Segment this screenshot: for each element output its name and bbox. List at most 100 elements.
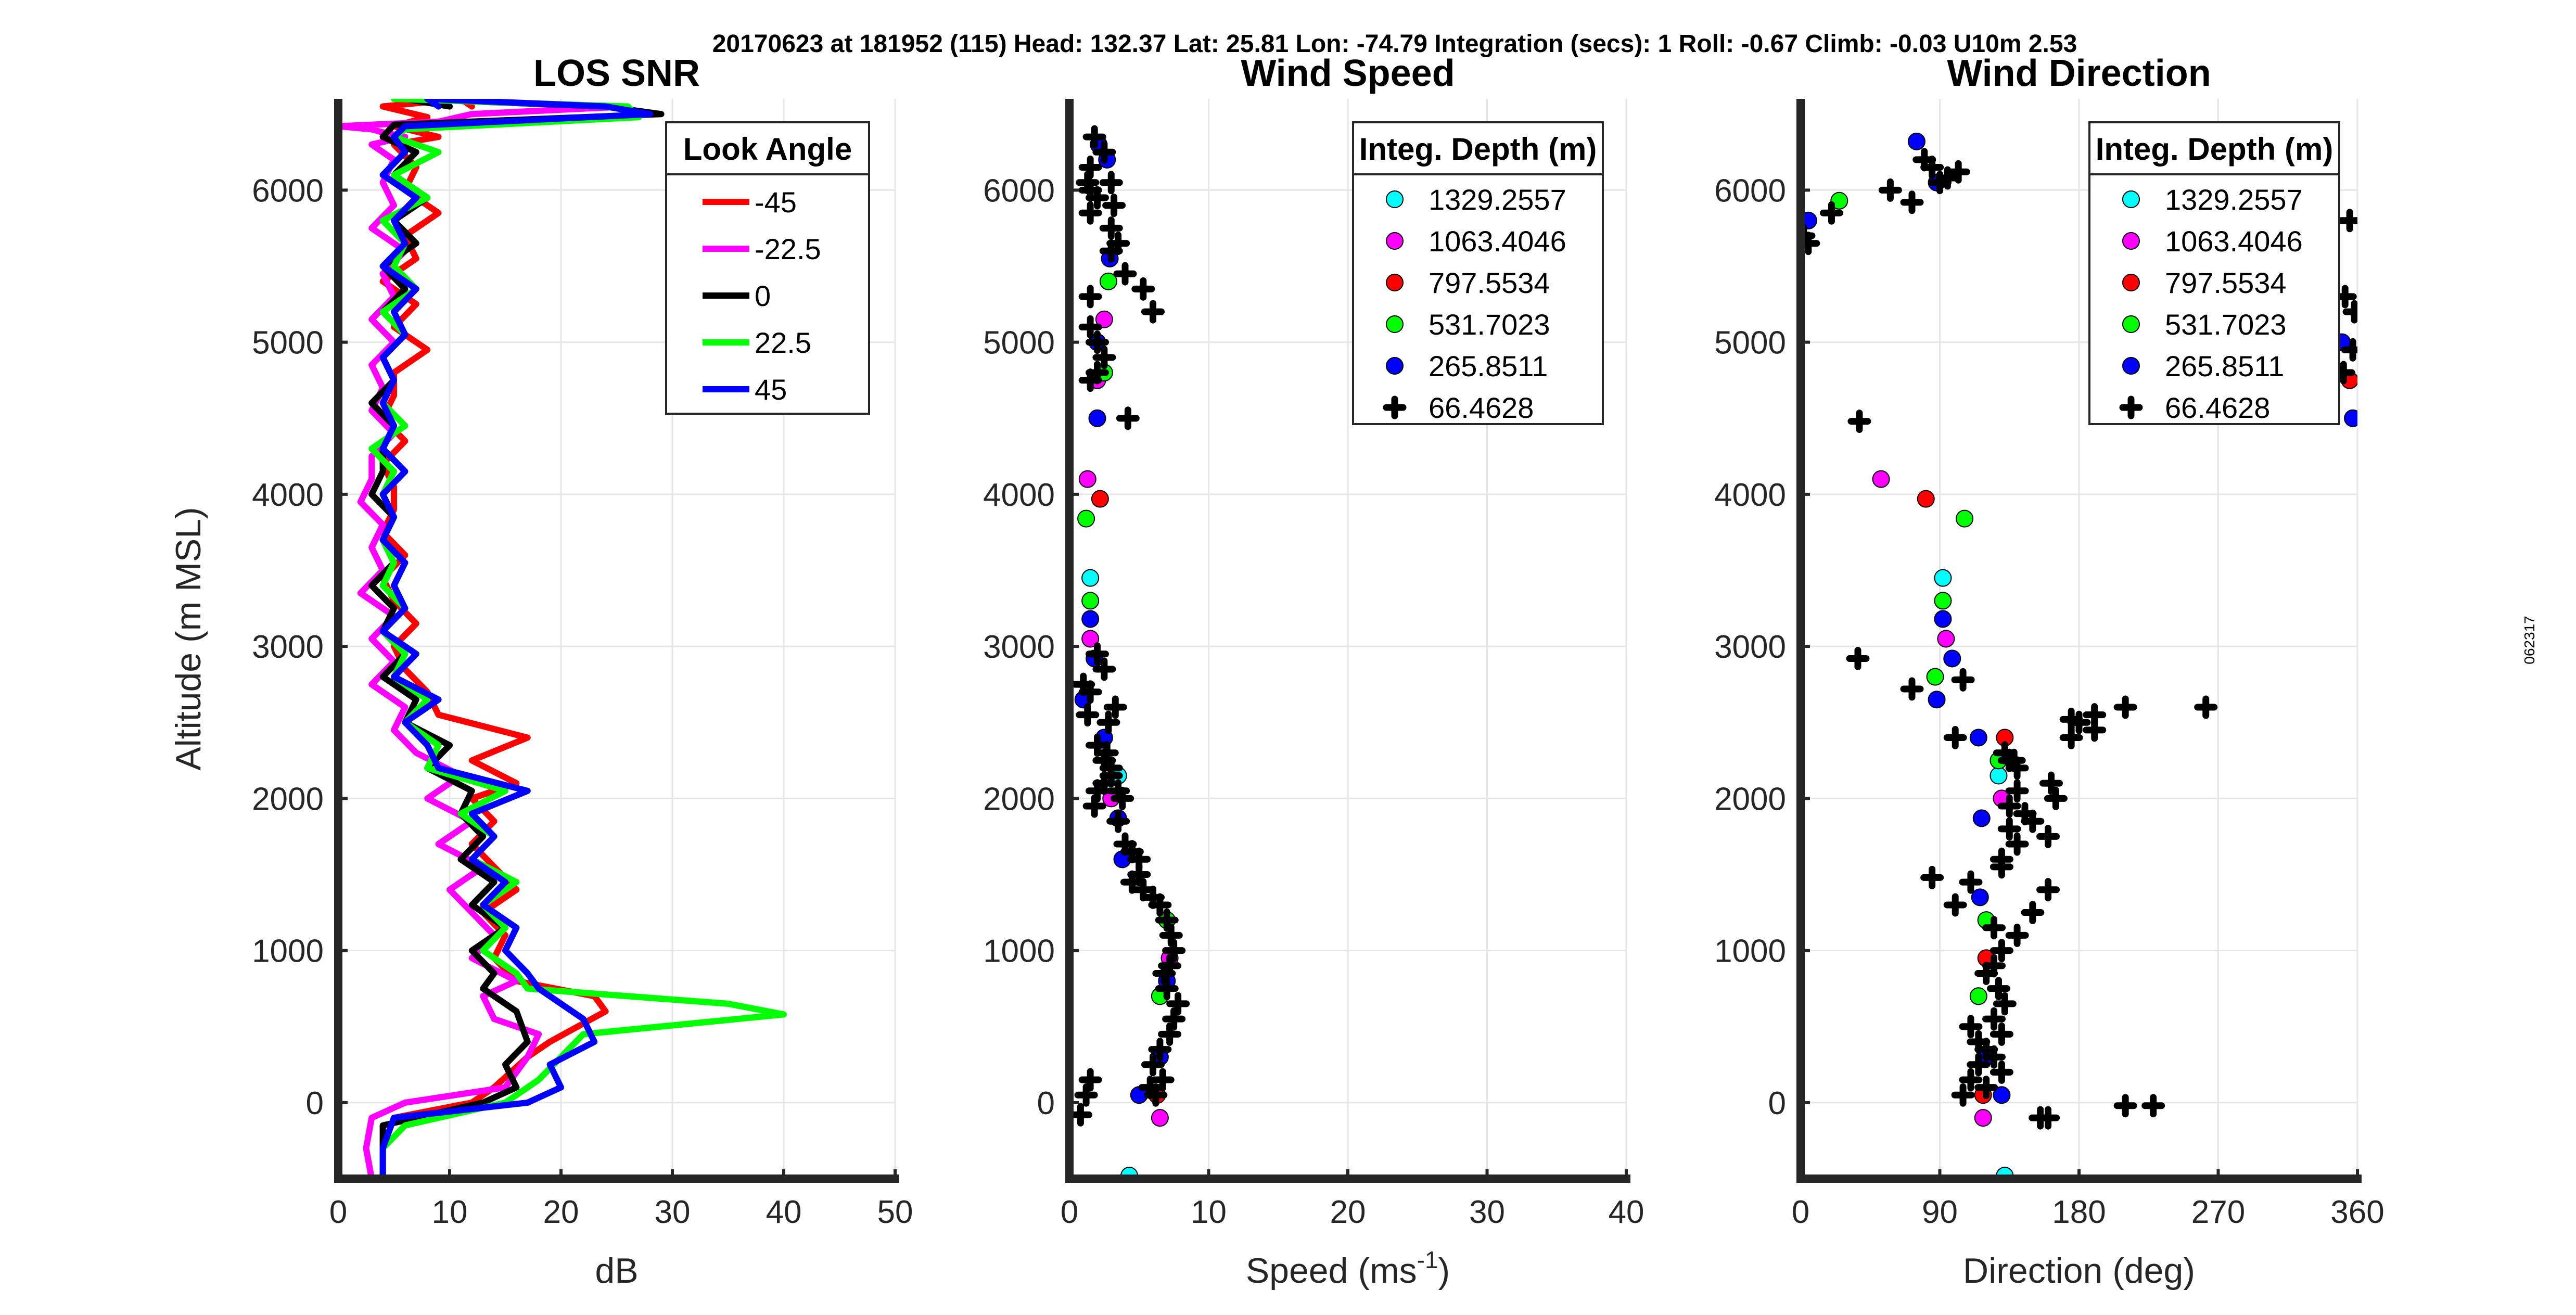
point-66.4628 xyxy=(1920,865,1944,889)
point-66.4628 xyxy=(1103,695,1127,719)
y-tick-label: 5000 xyxy=(983,325,1055,361)
point-66.4628 xyxy=(1069,1103,1092,1127)
point-66.4628 xyxy=(1086,330,1109,354)
legend-title: Integ. Depth (m) xyxy=(2096,132,2333,167)
chart-panel-2: 0 10 20 30 40 0 1000 2000 3000 4000 5000 6000 Wind S… xyxy=(983,53,1644,1291)
side-stamp: 062317 xyxy=(2521,616,2537,664)
point-66.4628 xyxy=(2036,824,2060,848)
point-66.4628 xyxy=(2341,338,2357,362)
point-66.4628 xyxy=(1920,156,1944,180)
point-66.4628 xyxy=(1096,710,1120,734)
legend-swatch xyxy=(2122,274,2140,291)
point-66.4628 xyxy=(1148,1038,1172,1062)
point-66.4628 xyxy=(1086,361,1109,385)
y-tick-label: 3000 xyxy=(252,629,324,665)
point-66.4628 xyxy=(1166,992,1190,1016)
legend-swatch xyxy=(2119,395,2143,419)
point-66.4628 xyxy=(1990,855,2013,879)
point-66.4628 xyxy=(1846,646,1870,670)
legend-swatch xyxy=(1386,315,1404,333)
x-tick-label: 30 xyxy=(1469,1194,1505,1230)
point-531.7023 xyxy=(1077,509,1095,528)
point-66.4628 xyxy=(2005,832,2029,856)
x-axis-label-end: ) xyxy=(1438,1251,1450,1291)
y-tick-label: 5000 xyxy=(252,325,324,361)
x-tick-label: 270 xyxy=(2191,1194,2245,1230)
x-axis-label: Speed (ms-1) xyxy=(1246,1246,1450,1291)
point-66.4628 xyxy=(1076,703,1100,727)
point-66.4628 xyxy=(1078,201,1102,225)
x-axis-label-sup: -1 xyxy=(1417,1246,1438,1273)
y-tick-label: 2000 xyxy=(252,781,324,817)
x-axis-label-main: Speed (ms xyxy=(1246,1251,1417,1291)
point-66.4628 xyxy=(1162,939,1186,963)
y-tick-label: 3000 xyxy=(983,629,1055,665)
y-tick-label: 6000 xyxy=(983,173,1055,209)
point-265.8511 xyxy=(1971,888,1989,907)
legend-label: 265.8511 xyxy=(1429,350,1548,382)
point-66.4628 xyxy=(1155,908,1179,932)
legend-swatch xyxy=(1386,190,1404,208)
point-1063.4046 xyxy=(1081,630,1100,648)
point-265.8511 xyxy=(1088,409,1106,427)
point-66.4628 xyxy=(2113,1094,2137,1118)
point-265.8511 xyxy=(1907,132,1925,150)
point-66.4628 xyxy=(2021,901,2045,925)
point-265.8511 xyxy=(1081,610,1100,628)
point-66.4628 xyxy=(1982,1045,2006,1069)
point-66.4628 xyxy=(1155,977,1179,1001)
point-66.4628 xyxy=(1092,657,1116,681)
point-66.4628 xyxy=(1092,748,1116,772)
point-531.7023 xyxy=(1956,509,1974,528)
x-tick-label: 90 xyxy=(1922,1194,1958,1230)
legend-label: -22.5 xyxy=(755,233,821,265)
legend: Look Angle -45 -22.5 0 22.5 45 xyxy=(665,121,870,415)
legend-swatch xyxy=(1386,232,1404,250)
data-layer xyxy=(1801,132,2357,1179)
legend-box xyxy=(1352,121,1604,425)
point-66.4628 xyxy=(1993,741,2017,765)
point-66.4628 xyxy=(1162,1007,1186,1031)
legend-label: 22.5 xyxy=(755,326,811,359)
point-66.4628 xyxy=(1990,1060,2013,1084)
y-tick-label: 0 xyxy=(1768,1086,1786,1121)
x-tick-label: 0 xyxy=(1792,1194,1809,1230)
x-tick-label: 20 xyxy=(543,1194,579,1230)
point-1329.2557 xyxy=(1081,569,1100,587)
point-66.4628 xyxy=(1078,178,1102,202)
point-66.4628 xyxy=(1946,160,1970,184)
point-66.4628 xyxy=(1099,239,1123,263)
x-tick-label: 0 xyxy=(329,1194,347,1230)
legend-title: Integ. Depth (m) xyxy=(1359,132,1597,167)
point-66.4628 xyxy=(1151,1068,1175,1092)
legend-box xyxy=(665,121,870,415)
point-66.4628 xyxy=(1082,125,1106,149)
x-tick-label: 10 xyxy=(1191,1194,1227,1230)
legend-swatch xyxy=(1383,395,1407,419)
point-66.4628 xyxy=(1092,346,1116,369)
point-531.7023 xyxy=(1934,592,1952,610)
legend-label: 797.5534 xyxy=(2165,266,2287,299)
point-66.4628 xyxy=(1959,870,1983,894)
point-66.4628 xyxy=(2338,209,2357,233)
point-1063.4046 xyxy=(1872,470,1890,488)
y-tick-label: 5000 xyxy=(1714,325,1786,361)
point-66.4628 xyxy=(1099,764,1123,788)
legend-swatch xyxy=(2122,190,2140,208)
point-66.4628 xyxy=(2013,802,2037,826)
point-66.4628 xyxy=(1847,410,1871,433)
point-66.4628 xyxy=(1900,190,1924,214)
point-66.4628 xyxy=(1092,140,1116,164)
point-531.7023 xyxy=(1099,272,1117,290)
legend-swatch xyxy=(2122,315,2140,333)
point-66.4628 xyxy=(2059,725,2083,749)
point-66.4628 xyxy=(1997,794,2021,818)
point-66.4628 xyxy=(1141,1053,1165,1077)
point-1063.4046 xyxy=(1974,1109,1992,1127)
legend-label: 1063.4046 xyxy=(1429,225,1566,258)
point-66.4628 xyxy=(1900,677,1924,701)
chart-title: Wind Direction xyxy=(1947,53,2211,94)
legend: Integ. Depth (m) 1329.2557 1063.4046 797.55… xyxy=(2088,121,2340,425)
